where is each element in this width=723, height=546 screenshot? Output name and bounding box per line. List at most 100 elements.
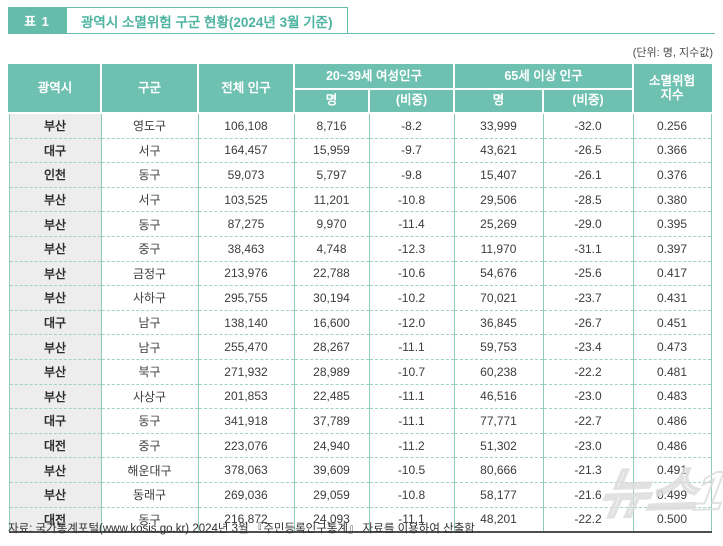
table-row: 대구 남구 138,140 16,600 -12.0 36,845 -26.7 0.451 bbox=[8, 309, 712, 335]
source-note: 자료: 국가통계포털(www.kosis.go.kr) 2024년 3월 『주민… bbox=[8, 523, 475, 535]
cell-senior-share: -28.5 bbox=[542, 186, 634, 212]
table-header: 광역시 구군 전체 인구 20~39세 여성인구 65세 이상 인구 소멸위험 … bbox=[8, 64, 713, 114]
cell-risk-index: 0.417 bbox=[632, 260, 712, 286]
col-header-risk-index: 소멸위험 지수 bbox=[632, 64, 713, 114]
col-header-women-share: (비중) bbox=[368, 88, 455, 114]
cell-district: 사하구 bbox=[100, 285, 199, 311]
cell-risk-index: 0.473 bbox=[632, 334, 712, 360]
cell-risk-index: 0.483 bbox=[632, 383, 712, 409]
cell-district: 금정구 bbox=[100, 260, 199, 286]
cell-total-pop: 103,525 bbox=[197, 186, 295, 212]
cell-district: 남구 bbox=[100, 309, 199, 335]
table-row: 대구 서구 164,457 15,959 -9.7 43,621 -26.5 0.366 bbox=[8, 137, 712, 163]
cell-total-pop: 341,918 bbox=[197, 408, 295, 434]
cell-senior-share: -25.6 bbox=[542, 260, 634, 286]
cell-women-count: 9,970 bbox=[293, 211, 370, 237]
cell-district: 사상구 bbox=[100, 383, 199, 409]
cell-women-share: -10.7 bbox=[368, 358, 455, 385]
table-row: 부산 사상구 201,853 22,485 -11.1 46,516 -23.0 0.483 bbox=[8, 383, 712, 409]
cell-city: 부산 bbox=[8, 285, 102, 311]
cell-senior-share: -23.0 bbox=[542, 383, 634, 409]
cell-city: 부산 bbox=[8, 260, 102, 286]
cell-risk-index: 0.431 bbox=[632, 285, 712, 311]
cell-senior-count: 46,516 bbox=[453, 383, 544, 409]
cell-city: 부산 bbox=[8, 481, 102, 507]
table-row: 대구 동구 341,918 37,789 -11.1 77,771 -22.7 0.486 bbox=[8, 408, 712, 434]
cell-women-share: -10.6 bbox=[368, 260, 455, 286]
cell-district: 동래구 bbox=[100, 481, 199, 507]
cell-women-share: -10.2 bbox=[368, 285, 455, 311]
data-table-wrap: 광역시 구군 전체 인구 20~39세 여성인구 65세 이상 인구 소멸위험 … bbox=[8, 64, 713, 534]
cell-total-pop: 255,470 bbox=[197, 334, 295, 360]
cell-city: 부산 bbox=[8, 457, 102, 483]
cell-women-share: -10.8 bbox=[368, 481, 455, 507]
cell-city: 대구 bbox=[8, 309, 102, 335]
cell-total-pop: 87,275 bbox=[197, 211, 295, 237]
cell-senior-share: -26.5 bbox=[542, 137, 634, 163]
cell-risk-index: 0.376 bbox=[632, 162, 712, 188]
cell-women-share: -10.8 bbox=[368, 186, 455, 212]
cell-risk-index: 0.256 bbox=[632, 112, 712, 139]
cell-risk-index: 0.486 bbox=[632, 408, 712, 434]
cell-senior-share: -22.2 bbox=[542, 358, 634, 385]
cell-city: 부산 bbox=[8, 112, 102, 139]
cell-district: 해운대구 bbox=[100, 457, 199, 483]
cell-risk-index: 0.499 bbox=[632, 481, 712, 507]
cell-women-count: 29,059 bbox=[293, 481, 370, 507]
cell-senior-share: -32.0 bbox=[542, 112, 634, 139]
cell-women-share: -11.4 bbox=[368, 211, 455, 237]
cell-city: 부산 bbox=[8, 186, 102, 212]
table-row: 부산 해운대구 378,063 39,609 -10.5 80,666 -21.3 0.491 bbox=[8, 457, 712, 483]
cell-senior-count: 54,676 bbox=[453, 260, 544, 286]
cell-risk-index: 0.366 bbox=[632, 137, 712, 163]
cell-district: 서구 bbox=[100, 186, 199, 212]
col-header-total-pop: 전체 인구 bbox=[197, 64, 295, 114]
cell-risk-index: 0.395 bbox=[632, 211, 712, 237]
cell-senior-count: 80,666 bbox=[453, 457, 544, 483]
table-row: 인천 동구 59,073 5,797 -9.8 15,407 -26.1 0.376 bbox=[8, 162, 712, 188]
cell-risk-index: 0.380 bbox=[632, 186, 712, 212]
col-header-district: 구군 bbox=[100, 64, 199, 114]
cell-risk-index: 0.486 bbox=[632, 432, 712, 458]
cell-women-share: -8.2 bbox=[368, 112, 455, 139]
cell-senior-share: -26.7 bbox=[542, 309, 634, 335]
cell-women-count: 8,716 bbox=[293, 112, 370, 139]
cell-women-count: 15,959 bbox=[293, 137, 370, 163]
cell-senior-count: 11,970 bbox=[453, 235, 544, 262]
cell-city: 부산 bbox=[8, 358, 102, 385]
table-row: 부산 서구 103,525 11,201 -10.8 29,506 -28.5 0.380 bbox=[8, 186, 712, 212]
cell-total-pop: 38,463 bbox=[197, 235, 295, 262]
cell-senior-share: -26.1 bbox=[542, 162, 634, 188]
cell-women-share: -11.2 bbox=[368, 432, 455, 458]
cell-senior-count: 60,238 bbox=[453, 358, 544, 385]
cell-total-pop: 269,036 bbox=[197, 481, 295, 507]
cell-risk-index: 0.481 bbox=[632, 358, 712, 385]
cell-women-count: 11,201 bbox=[293, 186, 370, 212]
cell-city: 대전 bbox=[8, 432, 102, 458]
cell-senior-share: -23.7 bbox=[542, 285, 634, 311]
data-table: 광역시 구군 전체 인구 20~39세 여성인구 65세 이상 인구 소멸위험 … bbox=[8, 64, 713, 534]
cell-senior-share: -22.2 bbox=[542, 506, 634, 533]
cell-women-share: -9.7 bbox=[368, 137, 455, 163]
cell-women-share: -11.1 bbox=[368, 383, 455, 409]
cell-senior-count: 29,506 bbox=[453, 186, 544, 212]
cell-total-pop: 164,457 bbox=[197, 137, 295, 163]
cell-senior-count: 58,177 bbox=[453, 481, 544, 507]
page-title: 광역시 소멸위험 구군 현황(2024년 3월 기준) bbox=[66, 7, 348, 34]
cell-women-count: 28,989 bbox=[293, 358, 370, 385]
cell-district: 중구 bbox=[100, 235, 199, 262]
col-header-women-count: 명 bbox=[293, 88, 370, 114]
cell-senior-share: -23.0 bbox=[542, 432, 634, 458]
cell-senior-count: 59,753 bbox=[453, 334, 544, 360]
cell-women-count: 22,788 bbox=[293, 260, 370, 286]
cell-city: 부산 bbox=[8, 235, 102, 262]
unit-note: (단위: 명, 지수값) bbox=[632, 47, 713, 59]
cell-total-pop: 216,872 bbox=[197, 506, 295, 533]
cell-district: 북구 bbox=[100, 358, 199, 385]
table-row: 부산 사하구 295,755 30,194 -10.2 70,021 -23.7 0.431 bbox=[8, 285, 712, 311]
table-row: 부산 남구 255,470 28,267 -11.1 59,753 -23.4 0.473 bbox=[8, 334, 712, 360]
table-row: 대전 중구 223,076 24,940 -11.2 51,302 -23.0 0.486 bbox=[8, 432, 712, 458]
table-number-badge: 표 1 bbox=[8, 7, 66, 34]
cell-women-count: 39,609 bbox=[293, 457, 370, 483]
col-header-city: 광역시 bbox=[8, 64, 102, 114]
